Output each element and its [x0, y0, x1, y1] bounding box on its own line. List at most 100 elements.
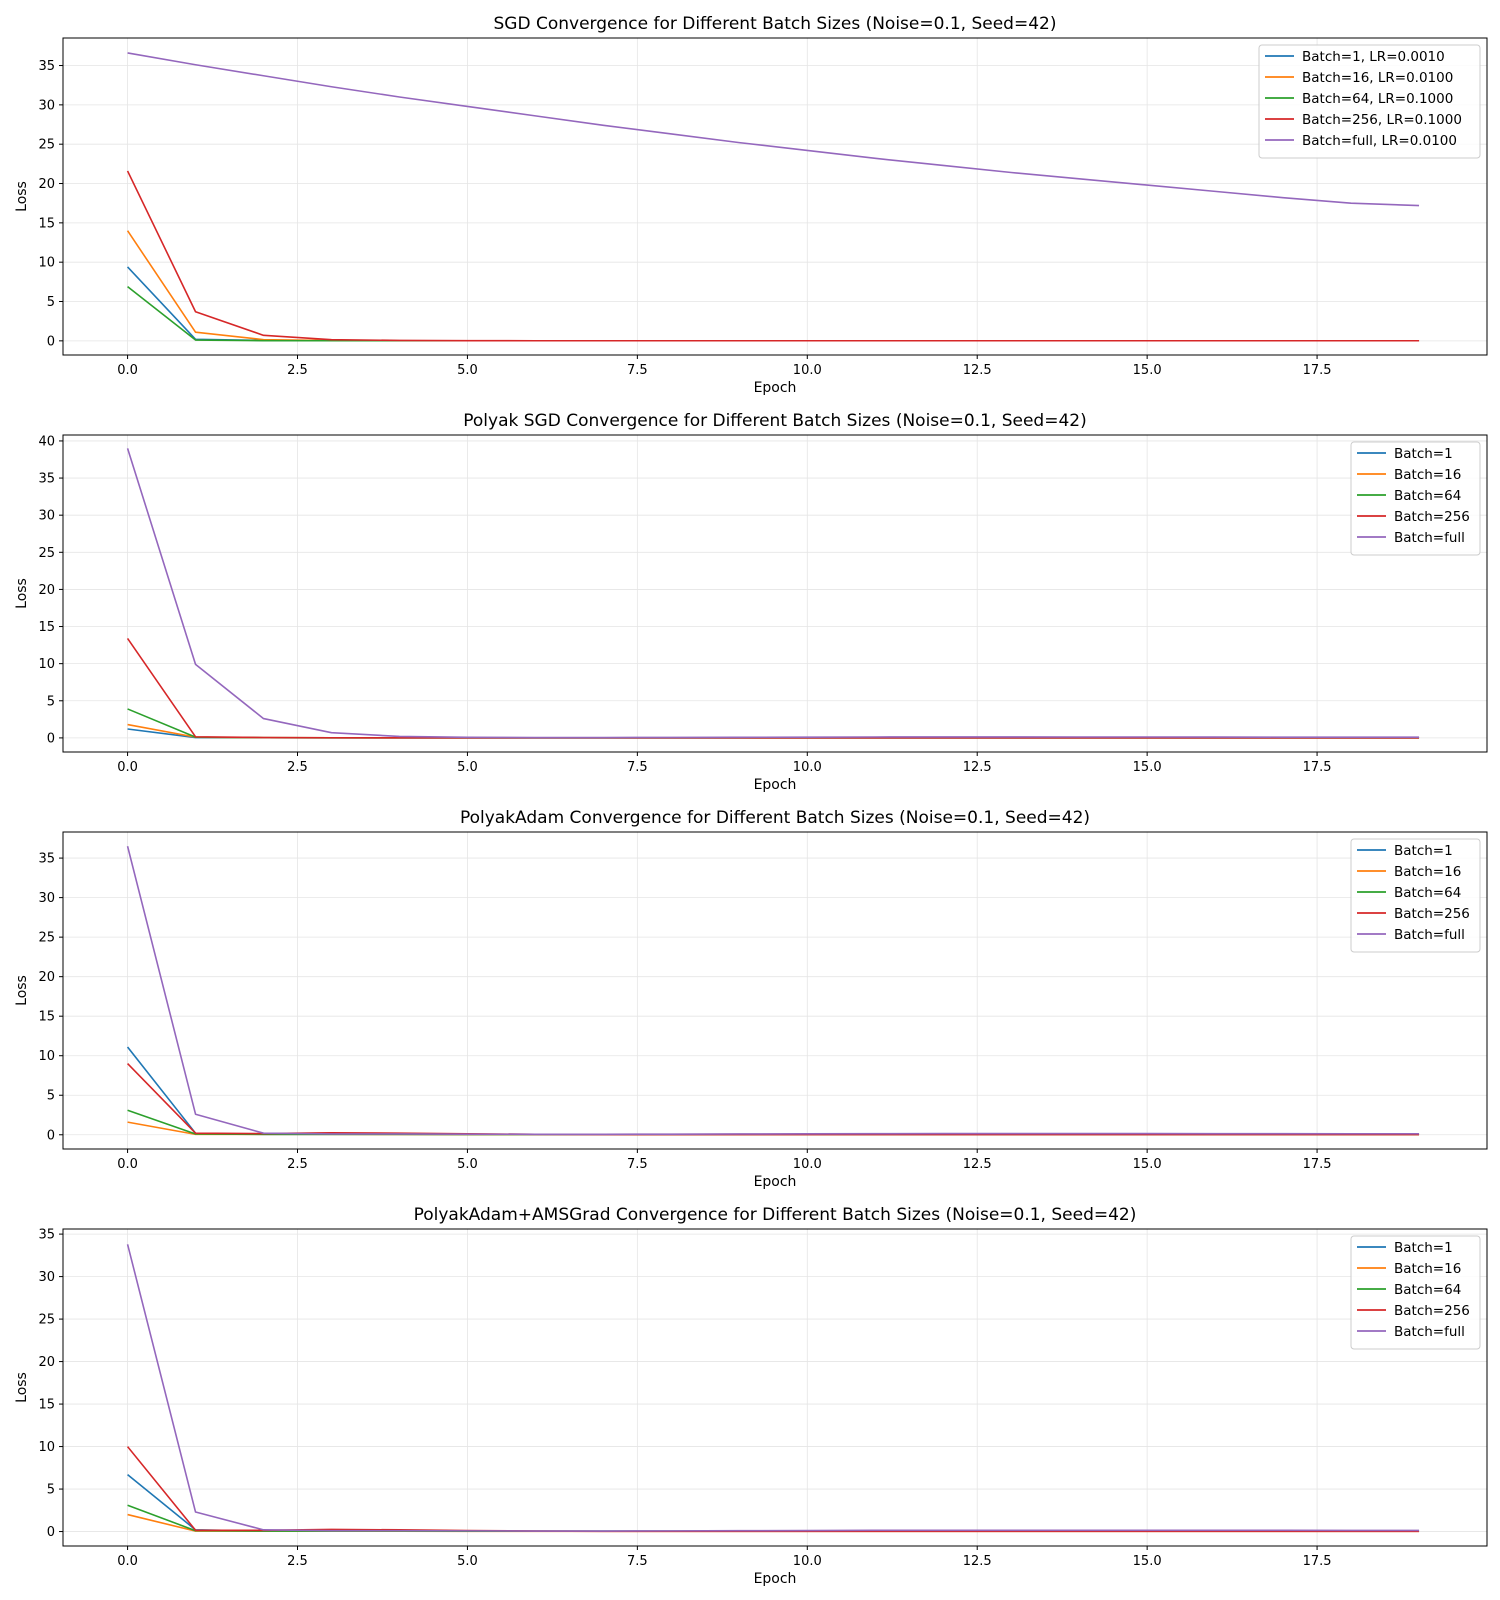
x-tick-label: 0.0 [117, 1554, 138, 1569]
legend-label: Batch=16 [1394, 467, 1461, 483]
legend-label: Batch=1 [1394, 1240, 1453, 1256]
series-line-5 [126, 846, 1420, 1136]
series-line-3 [127, 1109, 1420, 1136]
x-tick-label: 5.0 [457, 1554, 478, 1569]
legend-label: Batch=full [1394, 1324, 1465, 1340]
x-tick-label: 5.0 [457, 1157, 478, 1172]
legend-box [1258, 44, 1481, 159]
subplot-2: Polyak SGD Convergence for Different Bat… [14, 411, 1488, 793]
subplot-3: PolyakAdam Convergence for Different Bat… [14, 808, 1488, 1190]
x-axis-label: Epoch [754, 1174, 797, 1190]
series-line-5 [127, 52, 1420, 207]
y-tick-label: 15 [38, 1398, 55, 1413]
legend-label: Batch=16 [1394, 1261, 1461, 1277]
y-tick-label: 30 [38, 1270, 55, 1285]
legend-box [1350, 1235, 1481, 1350]
x-tick-label: 5.0 [457, 760, 478, 775]
x-tick-label: 0.0 [117, 1157, 138, 1172]
legend-label: Batch=full [1394, 530, 1465, 546]
y-tick-label: 30 [38, 509, 55, 524]
series-line-2 [126, 230, 1420, 342]
y-tick-label: 35 [38, 59, 55, 74]
y-axis-label: Loss [14, 578, 30, 609]
x-tick-label: 0.0 [117, 760, 138, 775]
y-tick-label: 30 [38, 98, 55, 113]
legend: Batch=1 Batch=16 Batch=64 Batch=256 Batch=fu… [1350, 441, 1481, 556]
x-tick-label: 17.5 [1303, 363, 1332, 378]
legend-label: Batch=1 [1394, 843, 1453, 859]
plot-frame [62, 831, 1488, 1150]
series-line-5 [126, 1244, 1420, 1532]
y-tick-label: 30 [38, 891, 55, 906]
y-tick-label: 15 [38, 216, 55, 231]
legend-box [1350, 441, 1481, 556]
x-tick-label: 15.0 [1133, 363, 1162, 378]
y-tick-label: 15 [38, 620, 55, 635]
plot-frame [62, 1228, 1488, 1547]
x-tick-label: 12.5 [963, 1554, 992, 1569]
x-tick-label: 0.0 [117, 363, 138, 378]
y-tick-label: 0 [47, 334, 55, 349]
y-tick-label: 25 [38, 931, 55, 946]
y-tick-label: 25 [38, 546, 55, 561]
y-tick-label: 10 [38, 657, 55, 672]
x-axis-label: Epoch [754, 1571, 797, 1587]
series-line-3 [127, 285, 1420, 342]
x-tick-label: 17.5 [1303, 1157, 1332, 1172]
legend: Batch=1 Batch=16 Batch=64 Batch=256 Batch=fu… [1350, 838, 1481, 953]
x-tick-label: 7.5 [627, 363, 648, 378]
legend-label: Batch=1, LR=0.0010 [1302, 49, 1445, 65]
legend-label: Batch=256 [1394, 906, 1470, 922]
x-tick-label: 10.0 [793, 363, 822, 378]
y-tick-label: 20 [38, 970, 55, 985]
y-tick-label: 5 [47, 1483, 55, 1498]
x-tick-label: 10.0 [793, 1554, 822, 1569]
series-line-4 [126, 637, 1420, 739]
x-axis-label: Epoch [754, 380, 797, 396]
series-line-4 [126, 170, 1420, 342]
x-tick-label: 15.0 [1133, 1157, 1162, 1172]
y-tick-label: 20 [38, 1355, 55, 1370]
y-tick-label: 5 [47, 694, 55, 709]
x-tick-label: 15.0 [1133, 1554, 1162, 1569]
x-axis-label: Epoch [754, 777, 797, 793]
chart-title: SGD Convergence for Different Batch Size… [494, 14, 1057, 34]
legend-label: Batch=256 [1394, 1303, 1470, 1319]
x-tick-label: 7.5 [627, 1157, 648, 1172]
x-tick-label: 2.5 [287, 1157, 308, 1172]
y-tick-label: 35 [38, 472, 55, 487]
legend-label: Batch=64 [1394, 488, 1461, 504]
legend-label: Batch=256 [1394, 509, 1470, 525]
chart-title: PolyakAdam Convergence for Different Bat… [460, 808, 1090, 828]
legend-label: Batch=16, LR=0.0100 [1302, 70, 1453, 86]
y-tick-label: 0 [47, 1525, 55, 1540]
x-tick-label: 2.5 [287, 760, 308, 775]
y-tick-label: 10 [38, 1440, 55, 1455]
legend-label: Batch=64, LR=0.1000 [1302, 91, 1453, 107]
legend: Batch=1 Batch=16 Batch=64 Batch=256 Batch=fu… [1350, 1235, 1481, 1350]
legend-label: Batch=1 [1394, 446, 1453, 462]
x-tick-label: 7.5 [627, 1554, 648, 1569]
legend-label: Batch=16 [1394, 864, 1461, 880]
y-tick-label: 35 [38, 852, 55, 867]
x-tick-label: 12.5 [963, 1157, 992, 1172]
x-tick-label: 12.5 [963, 363, 992, 378]
y-tick-label: 25 [38, 1313, 55, 1328]
series-line-1 [126, 1046, 1420, 1136]
legend-label: Batch=full [1394, 927, 1465, 943]
legend: Batch=1, LR=0.0010 Batch=16, LR=0.0100 Bat… [1258, 44, 1481, 159]
series-line-1 [127, 1473, 1420, 1533]
subplot-4: PolyakAdam+AMSGrad Convergence for Diffe… [14, 1205, 1488, 1587]
x-tick-label: 12.5 [963, 760, 992, 775]
y-axis-label: Loss [14, 975, 30, 1006]
subplot-1: SGD Convergence for Different Batch Size… [14, 14, 1488, 396]
series-line-4 [126, 1063, 1420, 1136]
x-tick-label: 17.5 [1303, 760, 1332, 775]
legend-label: Batch=256, LR=0.1000 [1302, 112, 1462, 128]
x-tick-label: 7.5 [627, 760, 648, 775]
x-tick-label: 2.5 [287, 1554, 308, 1569]
legend-label: Batch=full, LR=0.0100 [1302, 133, 1457, 149]
x-tick-label: 2.5 [287, 363, 308, 378]
x-tick-label: 17.5 [1303, 1554, 1332, 1569]
